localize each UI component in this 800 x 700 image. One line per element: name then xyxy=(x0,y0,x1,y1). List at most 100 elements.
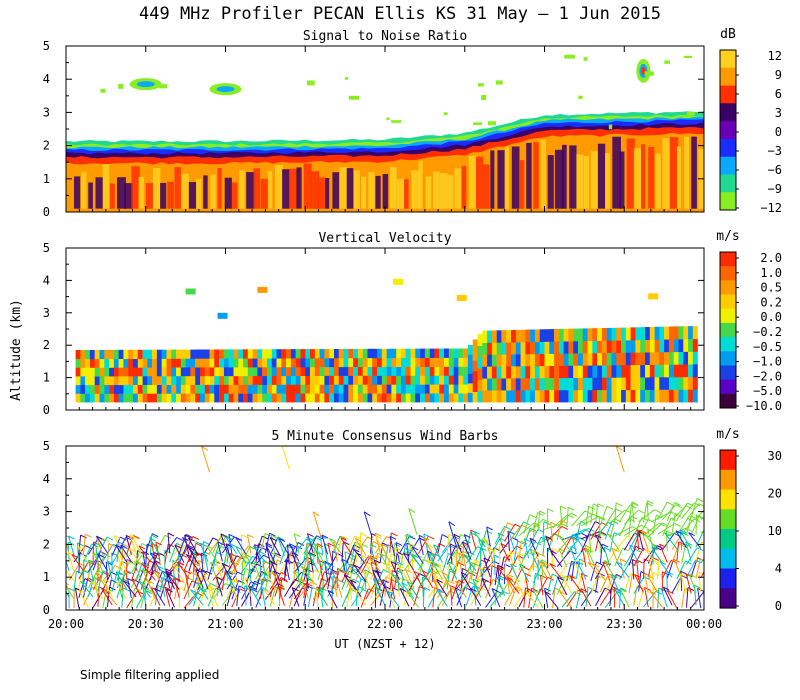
wind-barb xyxy=(513,590,526,608)
vv-cell xyxy=(372,366,378,376)
snr-column xyxy=(397,178,404,209)
figure-title: 449 MHz Profiler PECAN Ellis KS 31 May –… xyxy=(139,4,661,24)
vv-cell xyxy=(568,377,574,391)
wind-barb-feather xyxy=(339,535,347,540)
wind-barb-feather xyxy=(192,562,200,567)
vv-cell xyxy=(214,358,220,368)
vv-cell xyxy=(573,389,579,403)
wind-barb xyxy=(494,526,506,545)
colorbar-cell xyxy=(720,509,736,530)
wind-barb-feather xyxy=(596,561,603,566)
wind-barb xyxy=(537,561,549,580)
wind-barb xyxy=(609,574,617,594)
snr-echo-peak xyxy=(641,66,646,75)
wind-barb xyxy=(66,590,70,598)
y-tick-label: 4 xyxy=(43,472,50,486)
wind-barb xyxy=(221,589,236,606)
vv-cell xyxy=(104,384,110,394)
wind-barb-feather xyxy=(362,570,370,575)
wind-barb xyxy=(569,575,582,593)
vv-cell xyxy=(506,378,512,391)
wind-barb-feather xyxy=(674,502,681,506)
vv-cell xyxy=(625,389,631,403)
wind-barb-feather xyxy=(142,585,149,589)
wind-barb-feather xyxy=(597,503,604,508)
vv-cell xyxy=(377,366,382,376)
vv-cell xyxy=(659,376,665,390)
vv-cell xyxy=(362,393,368,403)
wind-barb xyxy=(352,548,367,565)
vv-cell xyxy=(597,365,603,378)
wind-barb xyxy=(169,577,175,597)
wind-barb-feather xyxy=(91,543,99,548)
wind-barb-feather xyxy=(510,563,517,568)
vv-echo xyxy=(257,286,268,293)
wind-barb-feather xyxy=(486,526,493,531)
vv-cell xyxy=(156,393,162,403)
vv-cell xyxy=(549,329,555,342)
wind-barb xyxy=(649,591,663,608)
wind-barb xyxy=(595,531,601,552)
vv-cell xyxy=(549,389,555,403)
wind-barb-feather xyxy=(281,578,289,583)
vv-cell xyxy=(434,393,440,403)
wind-barb-feather xyxy=(114,535,121,540)
wind-barb-feather xyxy=(353,588,361,593)
wind-barb-feather xyxy=(252,545,260,550)
wind-barb xyxy=(66,584,70,590)
wind-barb-feather xyxy=(320,587,327,592)
vv-cell xyxy=(582,328,588,342)
wind-barb xyxy=(421,570,434,589)
wind-barb xyxy=(134,561,142,581)
wind-barb xyxy=(97,553,105,574)
wind-barb-feather xyxy=(529,537,537,542)
wind-barb xyxy=(532,588,541,608)
wind-barb xyxy=(676,502,688,521)
wind-barb-feather xyxy=(261,547,269,552)
wind-barb-feather xyxy=(271,534,278,539)
wind-barb-feather xyxy=(153,570,160,575)
wind-barb xyxy=(277,586,285,606)
wind-barb xyxy=(595,572,600,593)
wind-barb xyxy=(221,562,233,581)
snr-column xyxy=(361,176,367,209)
wind-barb-feather xyxy=(147,580,155,585)
wind-barb-feather xyxy=(367,555,375,560)
vv-cell xyxy=(75,393,81,403)
wind-barb xyxy=(367,555,381,572)
wind-barb-feather xyxy=(315,550,323,555)
wind-barb xyxy=(638,531,644,551)
wind-barb xyxy=(441,572,453,591)
wind-barb xyxy=(382,579,391,599)
wind-barb xyxy=(353,564,367,582)
vv-cell xyxy=(683,338,689,352)
wind-barb-feather xyxy=(502,590,509,595)
vv-cell xyxy=(223,358,229,368)
vv-cell xyxy=(305,384,311,394)
vv-cell xyxy=(611,327,617,341)
vv-cell xyxy=(654,351,660,365)
wind-barb xyxy=(346,535,356,555)
wind-barb xyxy=(386,590,400,608)
wind-barb-feather xyxy=(557,576,564,581)
wind-barb xyxy=(277,536,285,556)
vv-cell xyxy=(506,330,512,343)
vv-cell xyxy=(161,349,167,359)
wind-barb xyxy=(353,589,367,606)
wind-barb xyxy=(429,560,439,580)
colorbar-cell xyxy=(720,469,736,491)
vv-cell xyxy=(530,377,536,391)
snr-column xyxy=(296,167,302,209)
wind-barb xyxy=(571,527,589,540)
colorbar-cell xyxy=(720,365,736,381)
vv-cell xyxy=(267,366,272,377)
snr-column xyxy=(389,167,397,209)
vv-cell xyxy=(377,348,382,359)
vv-cell xyxy=(180,375,186,385)
vv-cell xyxy=(597,377,603,391)
wind-barb xyxy=(453,534,463,554)
snr-speckle xyxy=(391,120,402,123)
wind-barb xyxy=(549,563,563,580)
wind-barb xyxy=(203,551,209,572)
wind-barb xyxy=(681,588,686,609)
